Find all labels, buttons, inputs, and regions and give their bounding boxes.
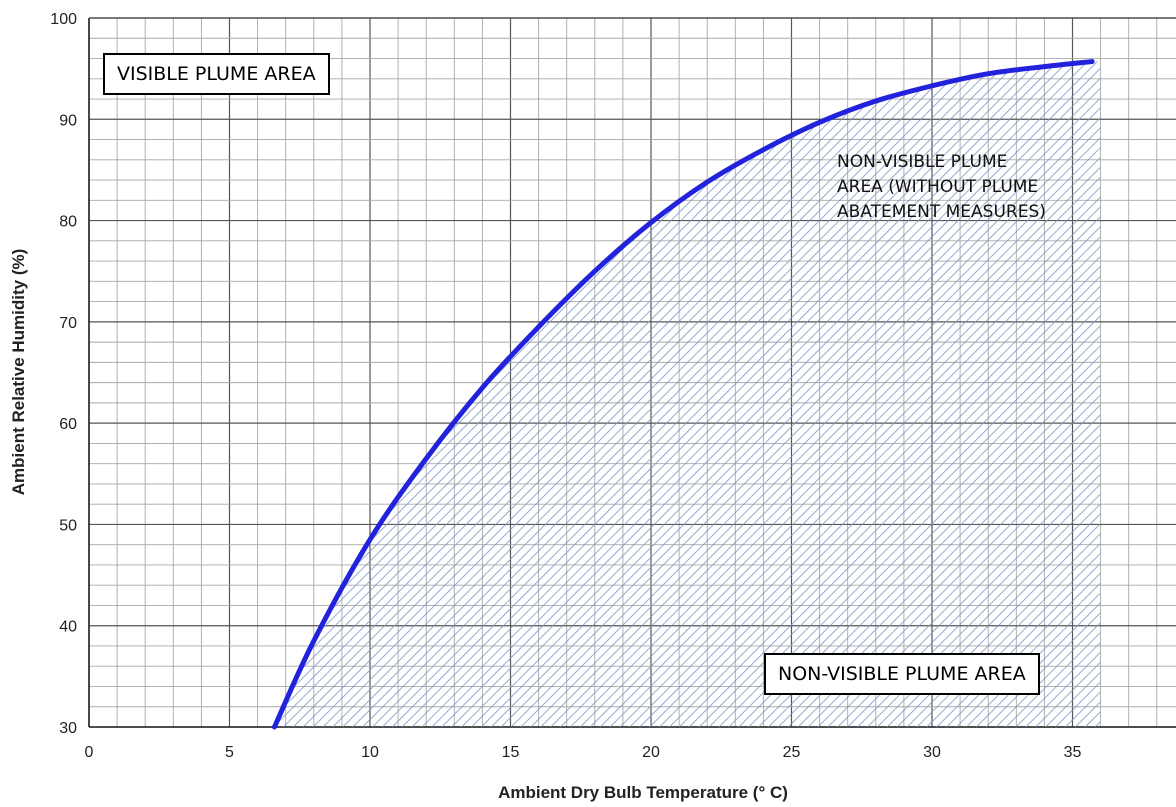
y-tick-label: 90 <box>59 112 77 129</box>
abatement-label-line-1: NON-VISIBLE PLUME <box>837 152 1008 172</box>
non-visible-plume-area-label: NON-VISIBLE PLUME AREA <box>764 653 1040 695</box>
y-tick-label: 60 <box>59 416 77 433</box>
y-tick-label: 50 <box>59 517 77 534</box>
x-axis-title: Ambient Dry Bulb Temperature (° C) <box>498 783 788 802</box>
x-tick-label: 20 <box>642 744 660 761</box>
x-tick-label: 30 <box>923 744 941 761</box>
y-tick-label: 40 <box>59 619 77 636</box>
x-tick-label: 25 <box>783 744 801 761</box>
abatement-label-line-2: AREA (WITHOUT PLUME <box>837 177 1039 197</box>
x-tick-label: 15 <box>502 744 520 761</box>
y-tick-label: 100 <box>50 11 77 28</box>
non-visible-region-hatch <box>274 61 1101 728</box>
x-tick-label: 10 <box>361 744 379 761</box>
visible-plume-area-label: VISIBLE PLUME AREA <box>103 53 330 95</box>
x-tick-label: 35 <box>1064 744 1082 761</box>
x-tick-label: 5 <box>225 744 234 761</box>
non-visible-abatement-label: NON-VISIBLE PLUME AREA (WITHOUT PLUME AB… <box>837 150 1046 225</box>
y-tick-label: 80 <box>59 214 77 231</box>
y-axis-title: Ambient Relative Humidity (%) <box>9 249 28 496</box>
y-tick-label: 30 <box>59 720 77 737</box>
abatement-label-line-3: ABATEMENT MEASURES) <box>837 202 1046 222</box>
plume-boundary-curve <box>271 59 1095 730</box>
x-tick-label: 0 <box>85 744 94 761</box>
y-tick-label: 70 <box>59 315 77 332</box>
